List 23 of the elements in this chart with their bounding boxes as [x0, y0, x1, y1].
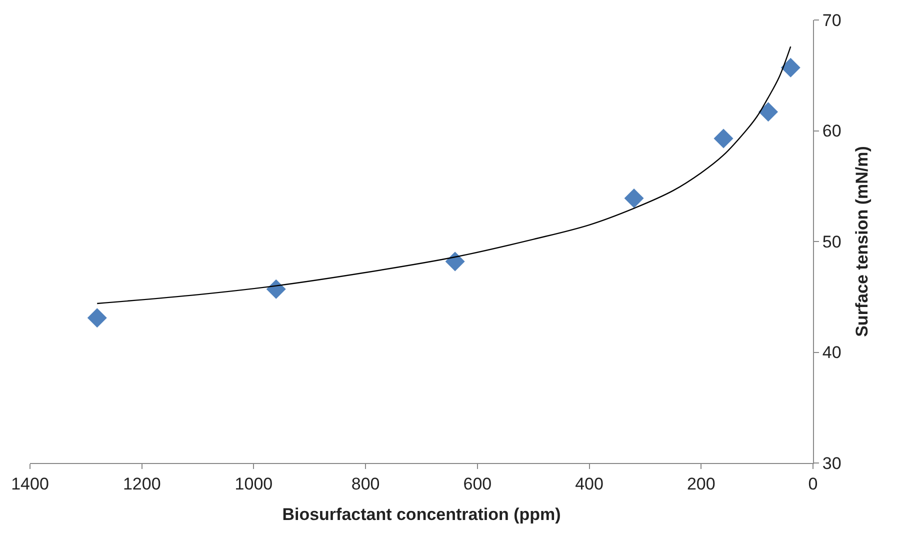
x-tick-label: 1200 — [122, 474, 161, 494]
point — [780, 58, 800, 78]
point — [714, 128, 734, 148]
line-series — [96, 46, 792, 304]
x-tick-label: 200 — [686, 474, 716, 494]
x-tick-label: 1400 — [11, 474, 49, 494]
y-tick-label: 30 — [822, 454, 842, 473]
y-axis-title: Surface tension (mN/m) — [852, 146, 872, 337]
point — [758, 102, 778, 122]
y-tick-label: 60 — [822, 122, 842, 141]
point — [87, 308, 107, 328]
x-tick-label: 400 — [575, 474, 604, 494]
point — [445, 252, 465, 272]
y-tick-label: 40 — [822, 343, 842, 362]
y-tick-label: 70 — [822, 10, 842, 30]
y-tick-label: 50 — [822, 232, 842, 252]
x-tick-label: 1000 — [234, 474, 273, 494]
point — [624, 188, 644, 208]
x-tick-label: 600 — [463, 474, 492, 494]
point — [266, 279, 286, 299]
x-tick-label: 800 — [351, 474, 380, 494]
x-tick-label: 0 — [808, 474, 818, 494]
x-axis-title: Biosurfactant concentration (ppm) — [282, 504, 561, 524]
